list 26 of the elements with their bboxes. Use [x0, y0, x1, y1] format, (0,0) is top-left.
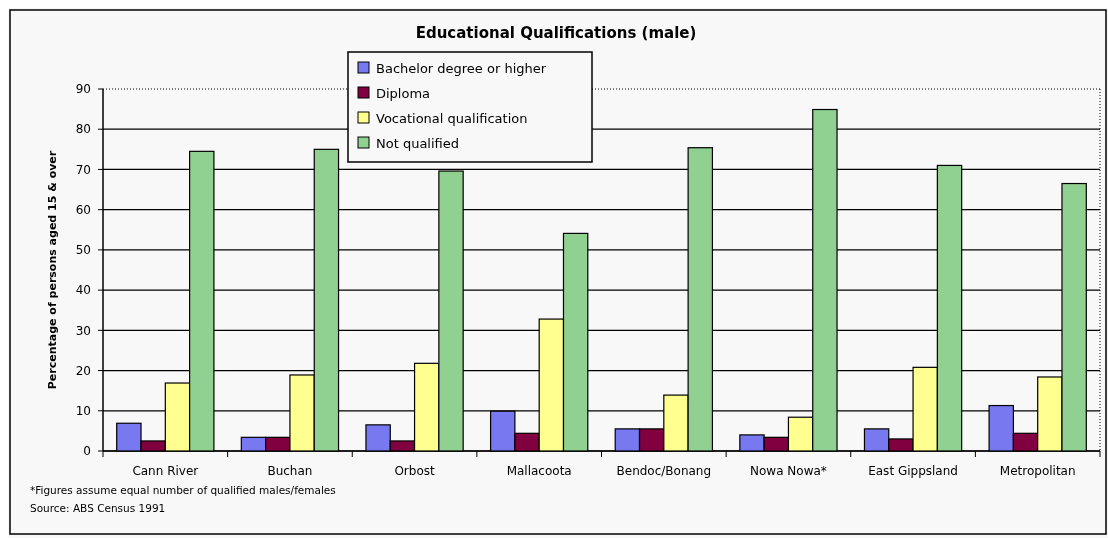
y-tick-label: 0 [83, 444, 91, 459]
y-tick-label: 60 [75, 202, 91, 217]
legend-label: Not qualified [376, 135, 460, 151]
x-tick-label: Cann River [132, 464, 199, 478]
x-tick-label: Metropolitan [999, 464, 1076, 478]
y-tick-label: 70 [75, 162, 91, 177]
x-tick-label: Nowa Nowa* [750, 464, 827, 478]
y-tick-label: 80 [75, 122, 91, 137]
x-tick-label: Mallacoota [506, 464, 572, 478]
x-tick-label: Orbost [394, 464, 435, 478]
legend-label: Vocational qualification [376, 110, 528, 126]
legend-label: Diploma [376, 85, 431, 101]
y-tick-label: 40 [75, 283, 91, 298]
y-tick-label: 10 [75, 403, 91, 418]
text: *Figures assume equal number of qualified males/females [30, 484, 336, 496]
legend-label: Bachelor degree or higher [376, 60, 547, 76]
x-tick-label: East Gippsland [868, 464, 958, 478]
y-tick-label: 50 [75, 243, 91, 258]
y-tick-label: 90 [75, 82, 91, 97]
y-tick-label: 20 [75, 363, 91, 378]
x-tick-label: Bendoc/Bonang [616, 464, 712, 478]
chart-title: Educational Qualifications (male) [415, 24, 697, 42]
source-note: Source: ABS Census 1991 [30, 502, 166, 514]
y-axis-title: Percentage of persons aged 15 & over [46, 150, 59, 390]
x-tick-label: Buchan [267, 464, 313, 478]
y-tick-label: 30 [75, 323, 91, 338]
